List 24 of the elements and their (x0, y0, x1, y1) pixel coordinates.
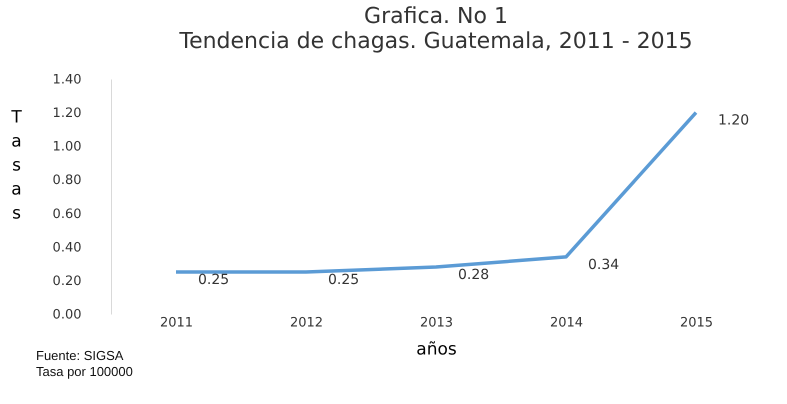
x-tick-label: 2014 (550, 316, 584, 330)
chart-title: Grafica. No 1 (364, 4, 508, 29)
x-tick-label: 2013 (420, 316, 454, 330)
y-tick-label: 1.40 (52, 72, 82, 88)
y-tick-label: 0.40 (52, 240, 82, 256)
y-tick-label: 0.60 (52, 206, 82, 222)
data-label: 0.25 (198, 272, 230, 288)
y-tick-label: 0.00 (52, 308, 82, 322)
y-tick-label: 0.20 (52, 274, 82, 289)
x-tick-label: 2015 (680, 316, 714, 330)
text: Tasa por 100000 (36, 364, 133, 379)
source-note: Fuente: SIGSA (36, 348, 124, 363)
y-tick-label: 0.80 (52, 173, 82, 188)
data-label: 0.25 (328, 272, 360, 288)
data-label: 0.28 (458, 267, 490, 283)
y-tick-label: 1.00 (52, 140, 82, 155)
data-label: 1.20 (718, 112, 750, 129)
chart-subtitle: Tendencia de chagas. Guatemala, 2011 - 2015 (178, 29, 693, 54)
x-tick-label: 2011 (160, 316, 194, 330)
y-tick-label: 1.20 (52, 106, 82, 122)
data-label: 0.34 (588, 256, 620, 273)
y-axis-title: Tasas (10, 108, 22, 224)
x-tick-label: 2012 (290, 316, 324, 330)
x-axis-title: años (416, 340, 457, 360)
